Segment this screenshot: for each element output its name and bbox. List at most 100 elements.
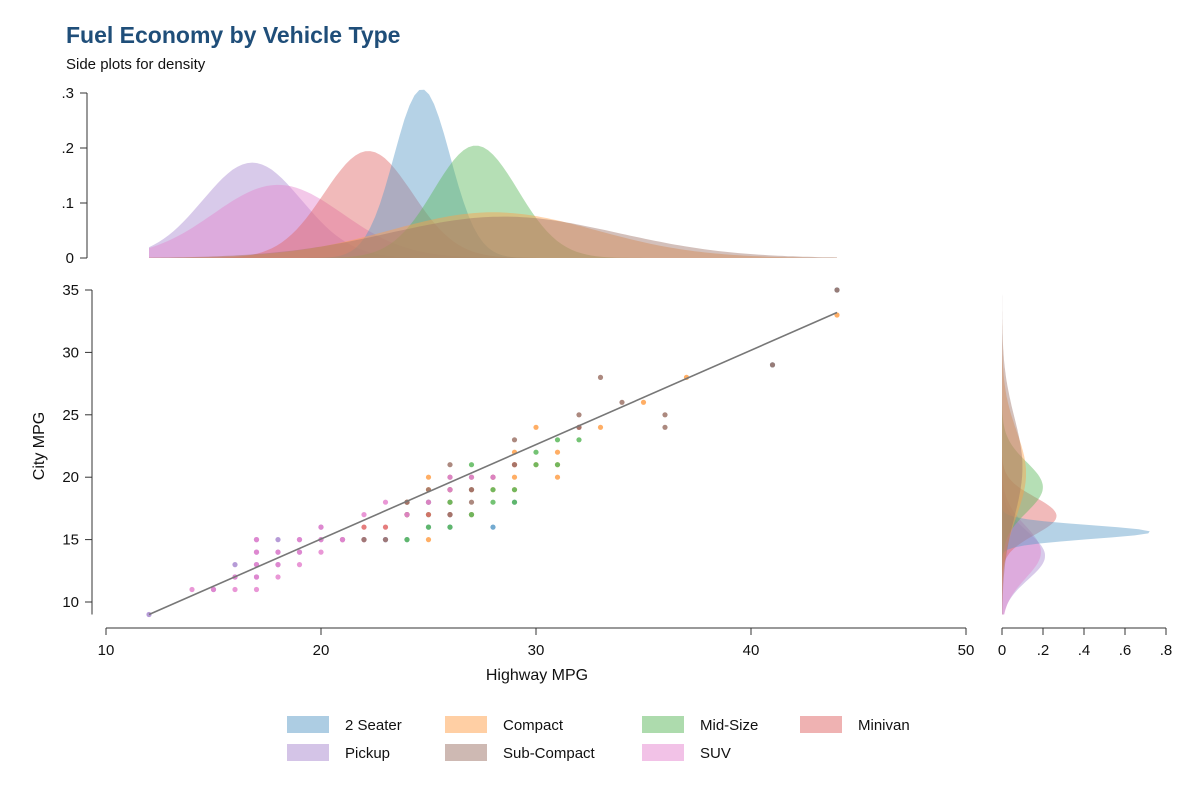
point-suv bbox=[253, 586, 260, 593]
series-minivan bbox=[339, 424, 582, 543]
point-suv bbox=[447, 474, 453, 480]
point-sub-compact bbox=[662, 412, 668, 418]
top-density-tick-label: 0 bbox=[66, 250, 74, 267]
legend-swatch bbox=[445, 716, 487, 733]
x-axis-title: Highway MPG bbox=[486, 667, 588, 684]
legend: 2 Seater Compact Mid-Size Minivan Pickup Sub-… bbox=[287, 716, 910, 762]
point-suv bbox=[404, 511, 410, 518]
point-suv bbox=[318, 524, 324, 530]
point-suv bbox=[253, 574, 260, 580]
legend-label: Pickup bbox=[345, 745, 390, 762]
top-density-minivan bbox=[149, 151, 837, 258]
legend-label: Sub-Compact bbox=[503, 745, 596, 762]
point-suv bbox=[296, 549, 303, 555]
series-sub-compact bbox=[361, 287, 840, 543]
legend-swatch bbox=[287, 744, 329, 761]
point-suv bbox=[490, 474, 496, 480]
point-compact bbox=[554, 474, 561, 480]
x-tick-label: 50 bbox=[958, 642, 975, 659]
point-suv bbox=[232, 586, 238, 593]
point-sub-compact bbox=[468, 499, 475, 505]
point-suv bbox=[253, 549, 260, 555]
top-density-pickup bbox=[149, 162, 837, 258]
point-compact bbox=[511, 474, 518, 480]
legend-swatch bbox=[287, 716, 329, 733]
main-scatter-plot bbox=[146, 287, 840, 618]
legend-item-suv: SUV bbox=[642, 744, 731, 762]
legend-item-compact: Compact bbox=[445, 716, 564, 734]
legend-label: Minivan bbox=[858, 717, 910, 734]
right-density-mid-size bbox=[1002, 290, 1043, 615]
x-tick-label: 40 bbox=[743, 642, 760, 659]
legend-swatch bbox=[642, 716, 684, 733]
point-compact bbox=[533, 424, 539, 430]
point-sub-compact bbox=[447, 462, 453, 468]
point-sub-compact bbox=[662, 424, 668, 430]
point-suv bbox=[296, 562, 303, 568]
point-sub-compact bbox=[619, 399, 625, 405]
point-mid-size bbox=[468, 511, 475, 518]
point-2-seater bbox=[490, 524, 496, 530]
point-mid-size bbox=[490, 499, 496, 505]
point-pickup bbox=[275, 537, 281, 543]
legend-item-2-seater: 2 Seater bbox=[287, 716, 402, 734]
right-density-pickup bbox=[1002, 290, 1045, 615]
point-mid-size bbox=[554, 462, 561, 468]
point-sub-compact bbox=[361, 537, 367, 543]
legend-item-mid-size: Mid-Size bbox=[642, 716, 758, 734]
point-compact bbox=[425, 537, 432, 543]
y-tick-label: 35 bbox=[62, 282, 79, 299]
point-suv bbox=[425, 499, 432, 505]
point-pickup bbox=[232, 562, 238, 568]
point-suv bbox=[275, 549, 281, 555]
y-tick-label: 10 bbox=[62, 594, 79, 611]
point-suv bbox=[189, 586, 195, 593]
point-mid-size bbox=[468, 462, 475, 468]
top-density-compact bbox=[149, 212, 837, 258]
right-density-suv bbox=[1002, 290, 1041, 615]
point-mid-size bbox=[533, 449, 539, 455]
x-tick-label: 30 bbox=[528, 642, 545, 659]
legend-item-minivan: Minivan bbox=[800, 716, 910, 734]
point-sub-compact bbox=[769, 362, 776, 368]
right-density-compact bbox=[1002, 290, 1026, 615]
fit-line bbox=[148, 311, 838, 616]
point-sub-compact bbox=[468, 487, 475, 493]
point-sub-compact bbox=[447, 511, 453, 518]
y-tick-label: 15 bbox=[62, 532, 79, 549]
point-sub-compact bbox=[511, 437, 518, 443]
y-axis-title: City MPG bbox=[31, 412, 48, 480]
point-sub-compact bbox=[511, 462, 518, 468]
right-density-tick-label: .6 bbox=[1119, 642, 1132, 659]
right-density-tick-label: .2 bbox=[1037, 642, 1050, 659]
point-suv bbox=[296, 537, 303, 543]
point-compact bbox=[425, 474, 432, 480]
axes: 10 20 30 40 50 10 15 20 25 30 35 0 .1 .2 .3 0 .2 .4 .6 .8 bbox=[61, 85, 1172, 659]
y-tick-label: 30 bbox=[62, 344, 79, 361]
point-sub-compact bbox=[834, 287, 840, 293]
point-sub-compact bbox=[576, 412, 582, 418]
point-suv bbox=[253, 537, 260, 543]
point-suv bbox=[318, 549, 324, 555]
point-compact bbox=[597, 424, 604, 430]
point-suv bbox=[468, 474, 475, 480]
y-tick-label: 20 bbox=[62, 469, 79, 486]
point-suv bbox=[275, 562, 281, 568]
point-suv bbox=[339, 537, 346, 543]
point-suv bbox=[361, 511, 367, 518]
right-density-2-seater bbox=[1002, 290, 1150, 615]
top-density-suv bbox=[149, 184, 837, 258]
legend-swatch bbox=[445, 744, 487, 761]
right-density-sub-compact bbox=[1002, 290, 1023, 615]
top-density-sub-compact bbox=[149, 216, 837, 258]
point-mid-size bbox=[447, 499, 453, 505]
point-sub-compact bbox=[597, 374, 604, 380]
legend-swatch bbox=[642, 744, 684, 761]
point-sub-compact bbox=[382, 537, 389, 543]
x-tick-label: 20 bbox=[313, 642, 330, 659]
point-mid-size bbox=[576, 437, 582, 443]
point-compact bbox=[640, 399, 647, 405]
legend-item-sub-compact: Sub-Compact bbox=[445, 744, 596, 762]
